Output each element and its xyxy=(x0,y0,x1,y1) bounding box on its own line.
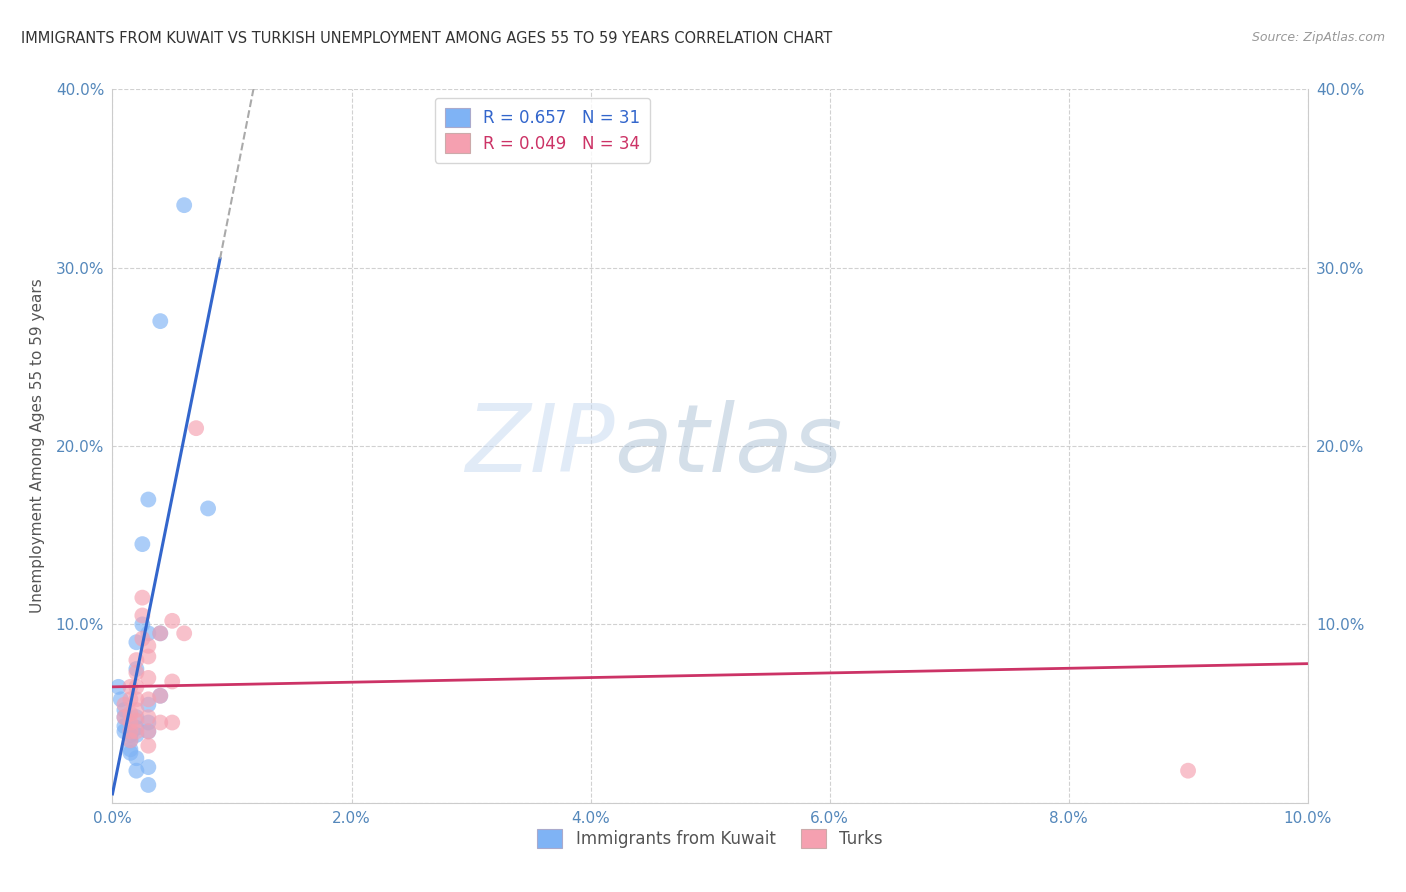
Point xyxy=(120,692,142,706)
Point xyxy=(138,778,160,792)
Point xyxy=(120,733,142,747)
Point xyxy=(138,649,160,664)
Legend: Immigrants from Kuwait, Turks: Immigrants from Kuwait, Turks xyxy=(531,822,889,855)
Point xyxy=(120,742,142,756)
Point xyxy=(131,617,153,632)
Point xyxy=(162,715,183,730)
Point xyxy=(114,710,135,724)
Point xyxy=(125,703,148,717)
Point xyxy=(138,710,160,724)
Point xyxy=(149,314,172,328)
Point xyxy=(125,751,148,765)
Point xyxy=(138,715,160,730)
Text: atlas: atlas xyxy=(614,401,842,491)
Point xyxy=(197,501,219,516)
Point xyxy=(186,421,208,435)
Point xyxy=(125,728,148,742)
Point xyxy=(131,632,153,646)
Point xyxy=(125,635,148,649)
Point xyxy=(149,689,172,703)
Point xyxy=(125,662,148,676)
Point xyxy=(131,537,153,551)
Point xyxy=(138,639,160,653)
Point xyxy=(125,653,148,667)
Point xyxy=(120,715,142,730)
Point xyxy=(125,724,148,739)
Point xyxy=(138,724,160,739)
Point xyxy=(125,710,148,724)
Point xyxy=(114,719,135,733)
Text: IMMIGRANTS FROM KUWAIT VS TURKISH UNEMPLOYMENT AMONG AGES 55 TO 59 YEARS CORRELA: IMMIGRANTS FROM KUWAIT VS TURKISH UNEMPL… xyxy=(21,31,832,46)
Point xyxy=(138,698,160,712)
Point xyxy=(120,724,142,739)
Point xyxy=(110,692,132,706)
Point xyxy=(173,198,195,212)
Point xyxy=(173,626,195,640)
Point xyxy=(120,706,142,721)
Point xyxy=(138,492,160,507)
Text: ZIP: ZIP xyxy=(465,401,614,491)
Point xyxy=(149,715,172,730)
Point xyxy=(114,698,135,712)
Text: Source: ZipAtlas.com: Source: ZipAtlas.com xyxy=(1251,31,1385,45)
Point xyxy=(114,703,135,717)
Point xyxy=(125,665,148,680)
Point xyxy=(125,764,148,778)
Point xyxy=(125,692,148,706)
Point xyxy=(107,680,129,694)
Point xyxy=(162,674,183,689)
Point xyxy=(131,591,153,605)
Point xyxy=(138,760,160,774)
Point xyxy=(120,728,142,742)
Point xyxy=(125,721,148,735)
Point xyxy=(114,710,135,724)
Point xyxy=(138,671,160,685)
Point xyxy=(125,680,148,694)
Point xyxy=(131,608,153,623)
Point xyxy=(120,733,142,747)
Point xyxy=(138,724,160,739)
Point xyxy=(149,689,172,703)
Point xyxy=(125,714,148,728)
Point xyxy=(1177,764,1199,778)
Point xyxy=(138,626,160,640)
Point xyxy=(138,739,160,753)
Point xyxy=(114,724,135,739)
Y-axis label: Unemployment Among Ages 55 to 59 years: Unemployment Among Ages 55 to 59 years xyxy=(30,278,45,614)
Point xyxy=(120,746,142,760)
Point xyxy=(149,626,172,640)
Point xyxy=(162,614,183,628)
Point xyxy=(120,680,142,694)
Point xyxy=(138,692,160,706)
Point xyxy=(149,626,172,640)
